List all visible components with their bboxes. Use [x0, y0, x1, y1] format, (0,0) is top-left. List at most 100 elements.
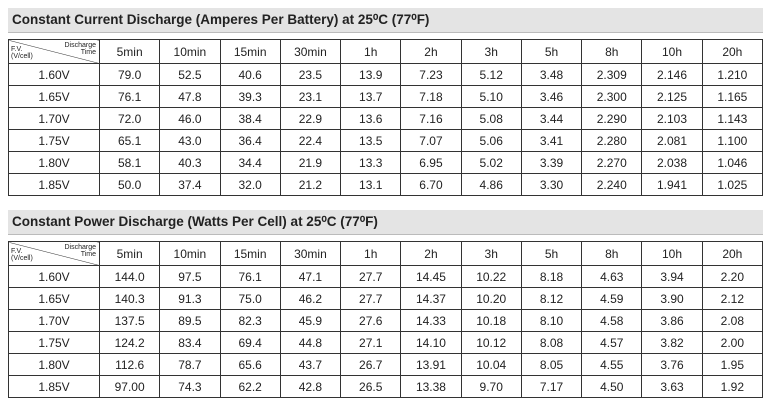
cell: 43.0 [159, 129, 221, 152]
cell: 32.0 [219, 173, 281, 196]
table-block: Constant Current Discharge (Amperes Per … [8, 8, 764, 196]
cell: 4.58 [581, 309, 643, 332]
cell: 3.94 [641, 265, 703, 288]
cell: 27.6 [340, 309, 402, 332]
cell: 27.7 [340, 265, 402, 288]
cell: 21.9 [279, 151, 342, 174]
cell: 3.86 [641, 309, 703, 332]
row-header: 1.85V [8, 173, 100, 196]
label-line: Discharge [64, 244, 96, 251]
column-header: 30min [279, 241, 342, 266]
cell: 13.3 [340, 151, 402, 174]
column-axis-label: Discharge Time [64, 42, 96, 56]
cell: 8.08 [520, 331, 583, 354]
table-row: 1.85V 50.0 37.4 32.0 21.2 13.1 6.70 4.86 3.30 2.2… [8, 173, 764, 196]
cell: 5.12 [460, 63, 522, 86]
column-header: 30min [279, 39, 342, 64]
cell: 5.02 [460, 151, 522, 174]
cell: 5.10 [460, 85, 522, 108]
cell: 2.08 [701, 309, 764, 332]
column-header: 15min [219, 39, 281, 64]
row-header: 1.70V [8, 309, 100, 332]
cell: 97.5 [159, 265, 221, 288]
label-line: Discharge [64, 42, 96, 49]
column-header: 5h [520, 241, 583, 266]
column-header: 20h [701, 39, 764, 64]
cell: 2.146 [641, 63, 703, 86]
table-row: 1.65V 76.1 47.8 39.3 23.1 13.7 7.18 5.10 3.46 2.3… [8, 85, 764, 108]
cell: 8.12 [520, 287, 583, 310]
cell: 2.309 [581, 63, 643, 86]
cell: 47.1 [279, 265, 342, 288]
cell: 58.1 [98, 151, 161, 174]
cell: 78.7 [159, 353, 221, 376]
cell: 3.63 [641, 375, 703, 398]
cell: 69.4 [219, 331, 281, 354]
cell: 144.0 [98, 265, 161, 288]
row-header: 1.80V [8, 151, 100, 174]
label-line: (V/cell) [11, 53, 33, 60]
cell: 45.9 [279, 309, 342, 332]
cell: 34.4 [219, 151, 281, 174]
cell: 2.20 [701, 265, 764, 288]
row-header: 1.75V [8, 331, 100, 354]
cell: 4.59 [581, 287, 643, 310]
column-header: 10h [641, 241, 703, 266]
row-header: 1.75V [8, 129, 100, 152]
cell: 42.8 [279, 375, 342, 398]
cell: 2.290 [581, 107, 643, 130]
cell: 2.280 [581, 129, 643, 152]
row-header: 1.70V [8, 107, 100, 130]
row-header: 1.65V [8, 85, 100, 108]
cell: 2.12 [701, 287, 764, 310]
label-line: Time [80, 251, 96, 258]
cell: 14.45 [400, 265, 462, 288]
cell: 10.22 [460, 265, 522, 288]
cell: 14.10 [400, 331, 462, 354]
cell: 1.941 [641, 173, 703, 196]
cell: 137.5 [98, 309, 161, 332]
row-axis-label: F.V. (V/cell) [11, 248, 33, 262]
cell: 112.6 [98, 353, 161, 376]
cell: 13.6 [340, 107, 402, 130]
cell: 39.3 [219, 85, 281, 108]
cell: 44.8 [279, 331, 342, 354]
cell: 1.165 [701, 85, 764, 108]
cell: 5.08 [460, 107, 522, 130]
cell: 3.30 [520, 173, 583, 196]
label-line: Time [80, 49, 96, 56]
cell: 8.18 [520, 265, 583, 288]
row-header: 1.60V [8, 63, 100, 86]
cell: 14.37 [400, 287, 462, 310]
cell: 10.12 [460, 331, 522, 354]
column-axis-label: Discharge Time [64, 244, 96, 258]
cell: 6.70 [400, 173, 462, 196]
cell: 40.3 [159, 151, 221, 174]
column-header: 2h [400, 39, 462, 64]
row-axis-label: F.V. (V/cell) [11, 46, 33, 60]
cell: 75.0 [219, 287, 281, 310]
cell: 2.081 [641, 129, 703, 152]
cell: 1.143 [701, 107, 764, 130]
cell: 1.210 [701, 63, 764, 86]
column-header: 10min [159, 241, 221, 266]
table-row: 1.85V 97.00 74.3 62.2 42.8 26.5 13.38 9.70 7.17 4… [8, 375, 764, 398]
cell: 9.70 [460, 375, 522, 398]
cell: 62.2 [219, 375, 281, 398]
cell: 4.57 [581, 331, 643, 354]
header-row: F.V. (V/cell) Discharge Time 5min 10min 15min 3… [8, 241, 764, 266]
column-header: 2h [400, 241, 462, 266]
cell: 2.00 [701, 331, 764, 354]
cell: 13.5 [340, 129, 402, 152]
label-line: (V/cell) [11, 255, 33, 262]
column-header: 15min [219, 241, 281, 266]
cell: 65.1 [98, 129, 161, 152]
cell: 2.103 [641, 107, 703, 130]
cell: 3.44 [520, 107, 583, 130]
cell: 10.20 [460, 287, 522, 310]
row-header: 1.65V [8, 287, 100, 310]
column-header: 8h [581, 39, 643, 64]
cell: 36.4 [219, 129, 281, 152]
cell: 26.5 [340, 375, 402, 398]
cell: 10.18 [460, 309, 522, 332]
